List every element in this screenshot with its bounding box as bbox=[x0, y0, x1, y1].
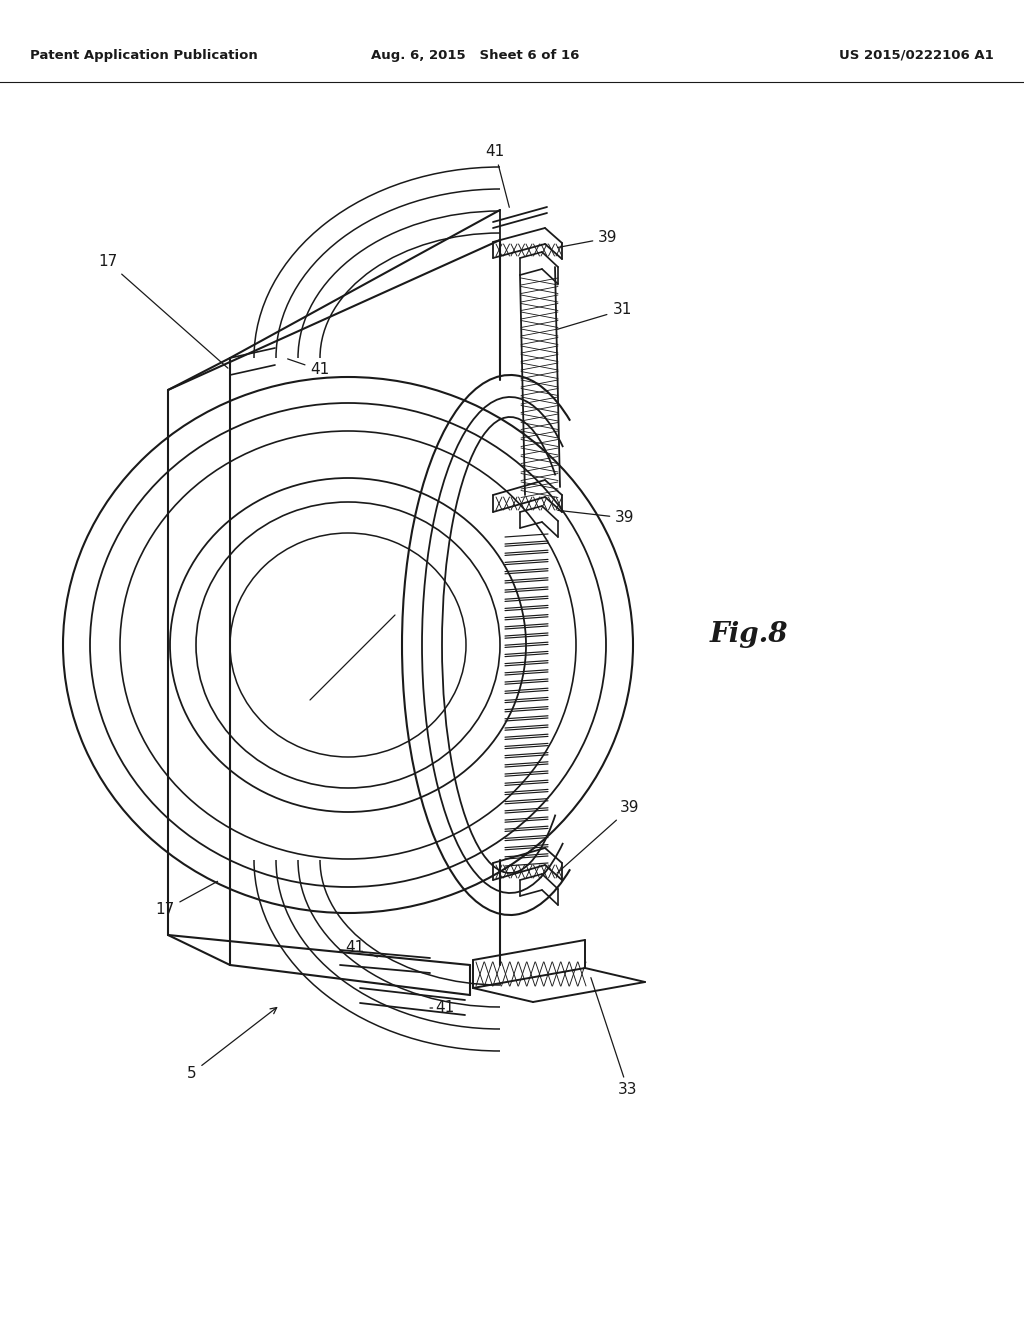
Text: US 2015/0222106 A1: US 2015/0222106 A1 bbox=[840, 49, 994, 62]
Text: 39: 39 bbox=[558, 511, 635, 525]
Text: 41: 41 bbox=[288, 359, 330, 378]
Text: 33: 33 bbox=[591, 978, 638, 1097]
Text: 41: 41 bbox=[485, 144, 509, 207]
Text: 41: 41 bbox=[430, 1001, 455, 1015]
Text: 17: 17 bbox=[156, 882, 217, 917]
Text: 39: 39 bbox=[557, 800, 640, 873]
Text: 17: 17 bbox=[98, 255, 228, 368]
Text: Patent Application Publication: Patent Application Publication bbox=[30, 49, 258, 62]
Text: Aug. 6, 2015   Sheet 6 of 16: Aug. 6, 2015 Sheet 6 of 16 bbox=[371, 49, 580, 62]
Text: 31: 31 bbox=[558, 302, 632, 329]
Text: Fig.8: Fig.8 bbox=[710, 622, 788, 648]
Text: 39: 39 bbox=[558, 231, 617, 247]
Text: 5: 5 bbox=[187, 1007, 276, 1081]
Text: 41: 41 bbox=[345, 940, 378, 957]
